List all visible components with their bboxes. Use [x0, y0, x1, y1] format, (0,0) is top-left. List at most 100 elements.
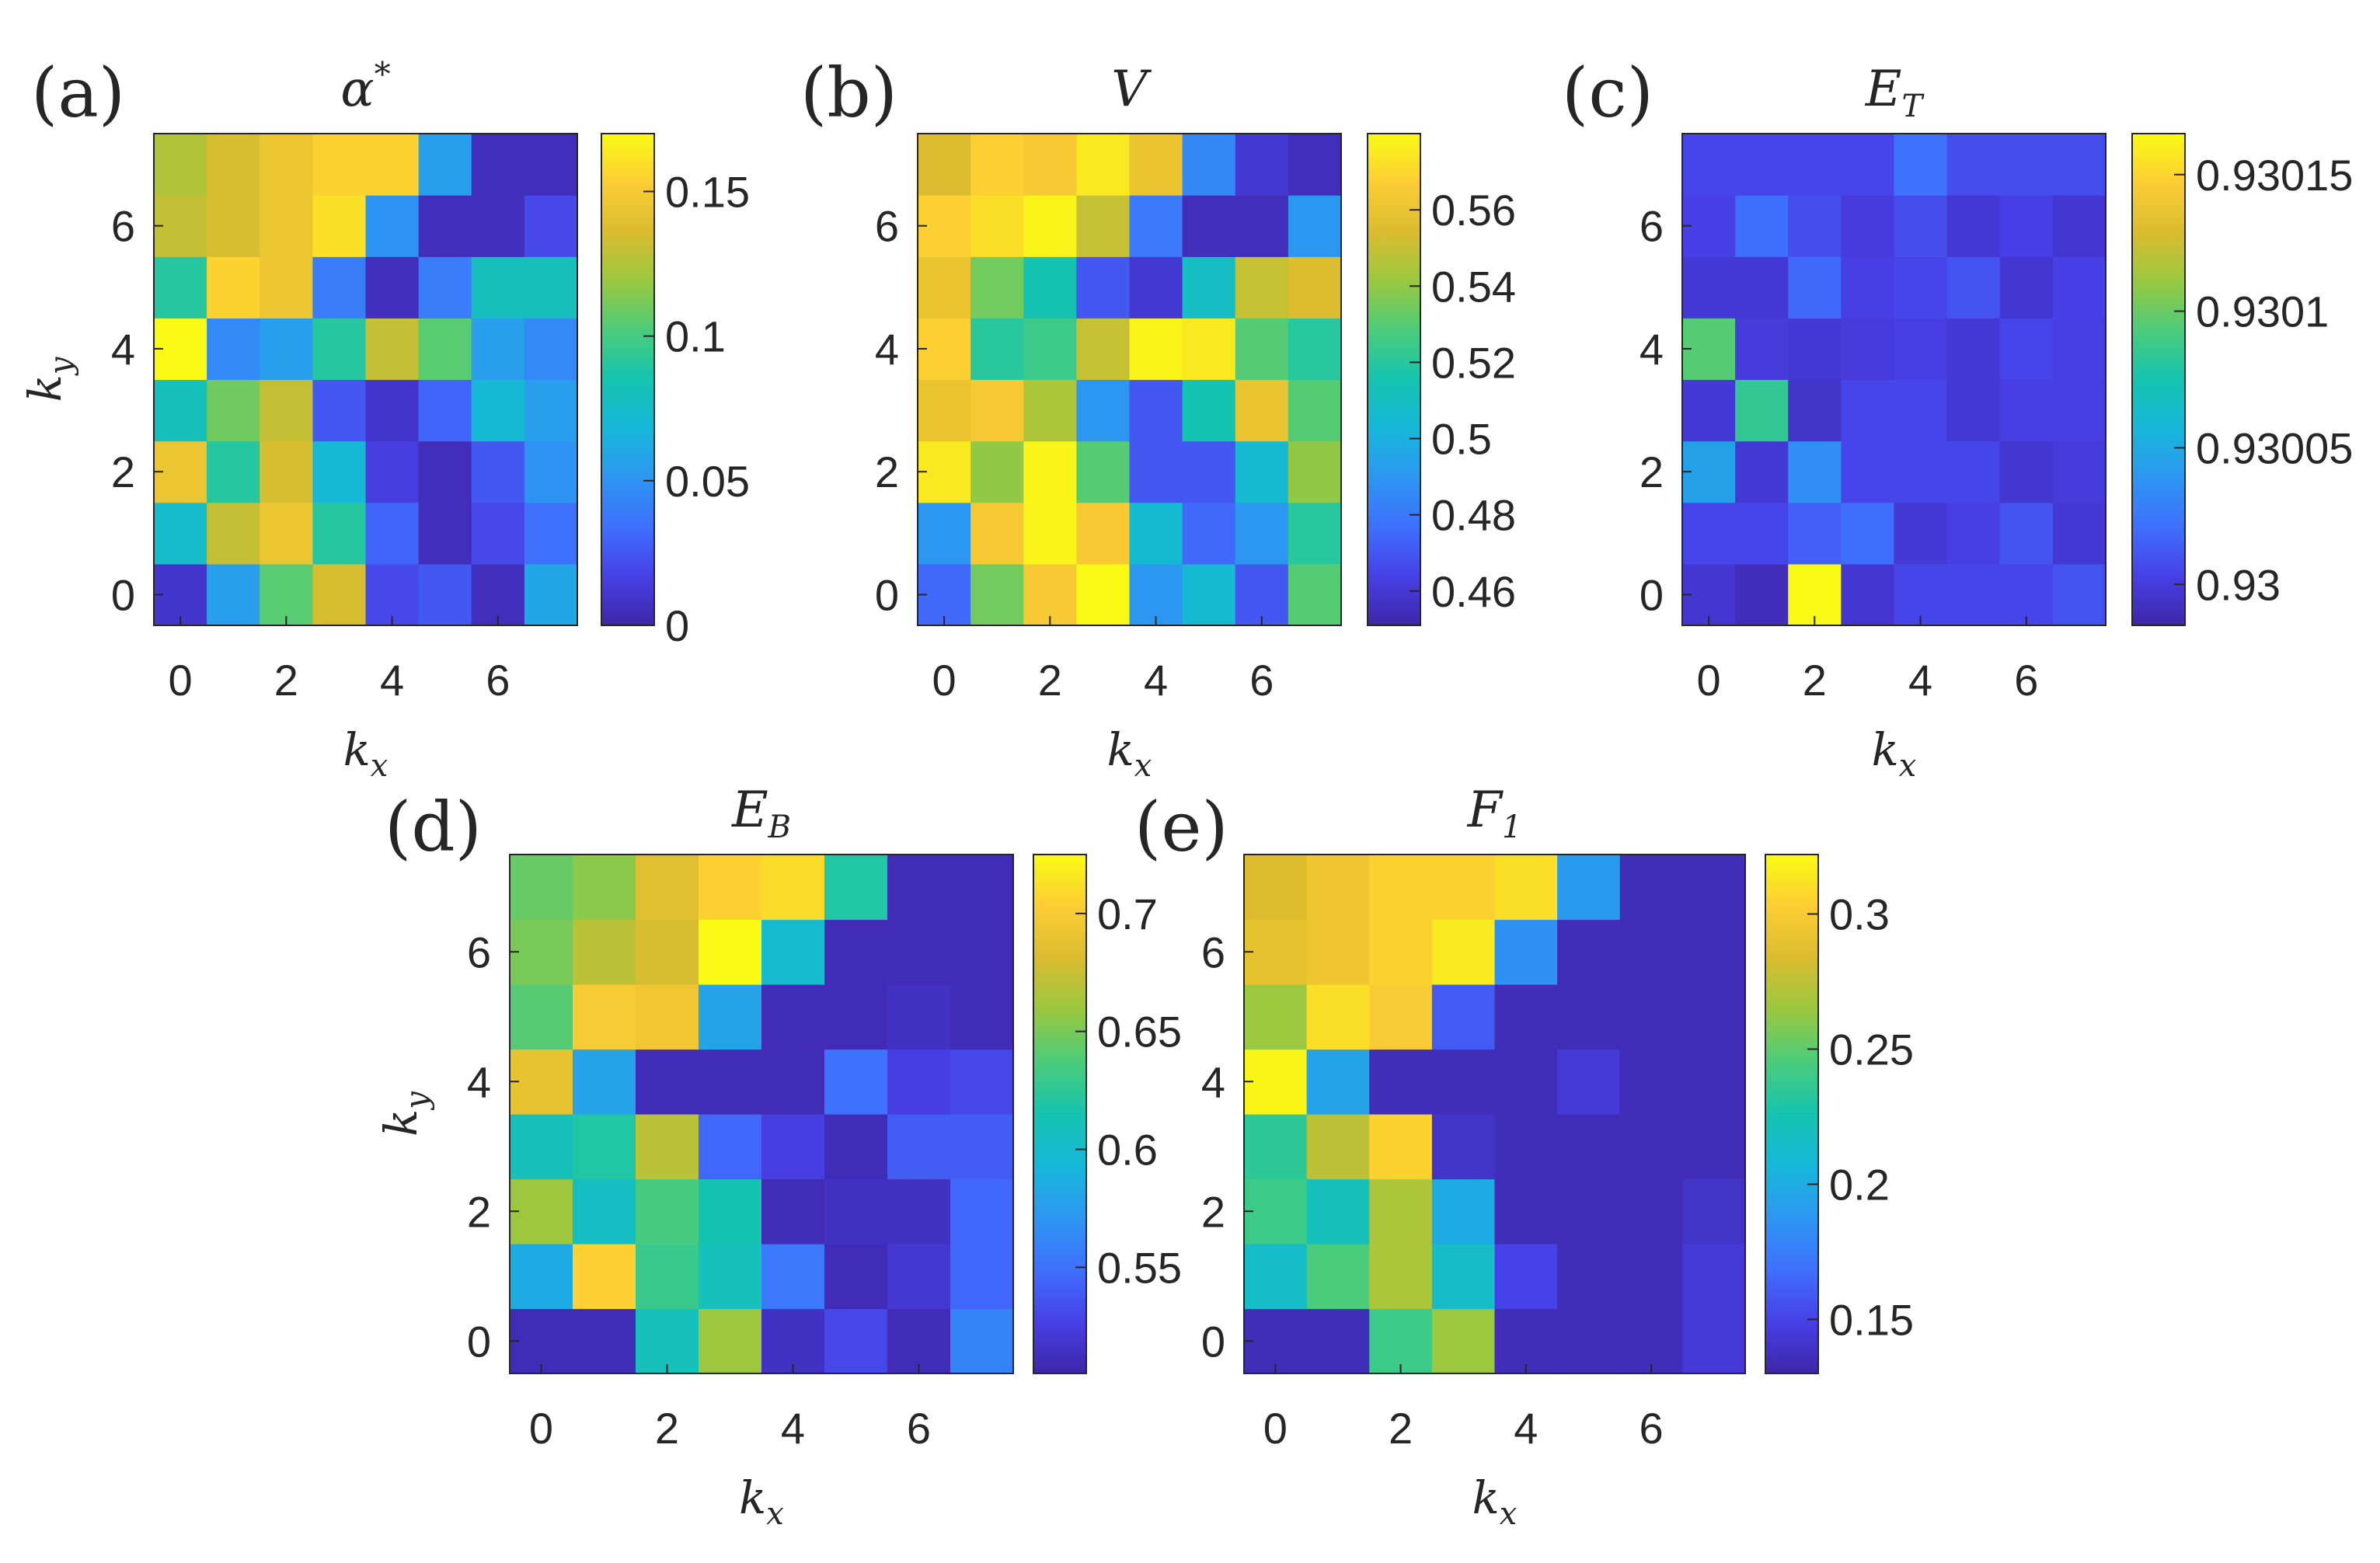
heatmap-cell	[510, 1244, 573, 1310]
colorbar-tick-label: 0.54	[1431, 262, 1516, 311]
heatmap-cell	[970, 563, 1024, 626]
y-tick-label: 0	[1201, 1317, 1225, 1366]
heatmap-cell	[418, 256, 472, 319]
heatmap-cell	[1306, 1308, 1370, 1374]
heatmap-cell	[154, 134, 207, 196]
heatmap-cell	[1182, 256, 1236, 319]
panel-title: ET	[1865, 61, 1925, 124]
x-tick-label: 2	[1389, 1404, 1413, 1453]
heatmap-cell	[970, 256, 1024, 319]
heatmap-cell	[510, 984, 573, 1050]
heatmap-cell	[1788, 379, 1842, 442]
colorbar	[1033, 854, 1087, 1374]
heatmap-cell	[418, 563, 472, 626]
x-axis-label: kx	[1472, 1471, 1518, 1532]
heatmap-cell	[471, 318, 525, 381]
heatmap-cell	[824, 1178, 888, 1244]
heatmap-cell	[1494, 1308, 1558, 1374]
heatmap-cell	[1682, 919, 1746, 985]
heatmap-cell	[471, 563, 525, 626]
heatmap-cell	[1129, 318, 1183, 381]
heatmap-cells	[154, 134, 578, 626]
y-axis-label: ky	[375, 1091, 435, 1137]
y-tick-label: 6	[467, 928, 491, 976]
x-axis-label: kx	[1872, 723, 1917, 784]
heatmap-cell	[573, 1114, 636, 1180]
heatmap-cell	[699, 1049, 762, 1115]
heatmap-cell	[1288, 563, 1342, 626]
heatmap-cell	[1999, 379, 2054, 442]
colorbar	[2131, 133, 2186, 626]
heatmap-cell	[573, 1244, 636, 1310]
heatmap-cell	[260, 134, 313, 196]
heatmap-cell	[471, 134, 525, 196]
heatmap-cell	[510, 855, 573, 921]
colorbar	[1765, 854, 1819, 1374]
heatmap-cell	[1557, 1244, 1621, 1310]
heatmap-cell	[1894, 502, 1948, 565]
heatmap-cell	[636, 1178, 699, 1244]
panel-3: 0 2 4 6 0 2 4 6 EB (d) kx ky 0.55 0.6 0.65 0.7	[375, 782, 1182, 1532]
x-axis-label: kx	[1107, 723, 1152, 784]
panel-title: F1	[1467, 782, 1522, 845]
heatmap-cell	[636, 1244, 699, 1310]
heatmap-cell	[524, 195, 578, 257]
heatmap-cell	[1735, 440, 1789, 503]
heatmap-cell	[1306, 919, 1370, 985]
colorbar	[1367, 133, 1421, 626]
heatmap-cell	[761, 1308, 825, 1374]
heatmap-cell	[1306, 1178, 1370, 1244]
heatmap-cell	[1735, 563, 1789, 626]
axes-frame	[509, 854, 1014, 1374]
heatmap-cell	[1946, 502, 2001, 565]
heatmap-cell	[312, 134, 367, 196]
heatmap-cell	[1235, 256, 1289, 319]
heatmap-cell	[1235, 379, 1289, 442]
x-tick-label: 2	[1038, 656, 1062, 705]
heatmap-cell	[524, 318, 578, 381]
colorbar-tick-label: 0.6	[1097, 1126, 1158, 1175]
heatmap-cell	[824, 919, 888, 985]
heatmap-cell	[1735, 318, 1789, 381]
heatmap-cell	[524, 134, 578, 196]
heatmap-cells	[918, 134, 1342, 626]
heatmap-cell	[950, 855, 1014, 921]
x-tick-label: 6	[2014, 656, 2038, 705]
heatmap-cell	[471, 379, 525, 442]
heatmap-cell	[260, 379, 313, 442]
heatmap-cell	[1735, 379, 1789, 442]
x-axis-label: kx	[343, 723, 389, 784]
colorbar-tick-label: 0.15	[665, 167, 750, 216]
y-tick-label: 6	[1640, 202, 1664, 251]
heatmap-cell	[1494, 984, 1558, 1050]
y-tick-label: 4	[875, 325, 899, 374]
heatmap-cell	[1682, 256, 1736, 319]
heatmap-cell	[950, 1178, 1014, 1244]
panel-letter: (d)	[385, 787, 482, 867]
heatmap-cell	[524, 379, 578, 442]
heatmap-cell	[824, 1308, 888, 1374]
heatmap-cell	[418, 440, 472, 503]
heatmap-cell	[1735, 502, 1789, 565]
axes-frame	[917, 133, 1342, 626]
heatmap-cell	[1076, 563, 1131, 626]
heatmap-cell	[1182, 379, 1236, 442]
heatmap-cell	[260, 256, 313, 319]
heatmap-cell	[154, 256, 207, 319]
x-tick-label: 6	[486, 656, 510, 705]
heatmap-cell	[1023, 379, 1077, 442]
colorbar-tick-label: 0.93005	[2196, 423, 2353, 472]
heatmap-cell	[510, 919, 573, 985]
heatmap-cell	[1244, 1178, 1308, 1244]
heatmap-cell	[1841, 563, 1895, 626]
x-tick-label: 6	[907, 1404, 931, 1453]
heatmap-cell	[1431, 1114, 1496, 1180]
y-tick-label: 0	[1640, 570, 1664, 619]
heatmap-cell	[1682, 1244, 1746, 1310]
heatmap-cell	[887, 919, 951, 985]
heatmap-cell	[1182, 318, 1236, 381]
heatmap-cell	[573, 984, 636, 1050]
heatmap-cell	[1129, 379, 1183, 442]
heatmap-cell	[1129, 195, 1183, 257]
heatmap-cell	[1306, 1049, 1370, 1115]
